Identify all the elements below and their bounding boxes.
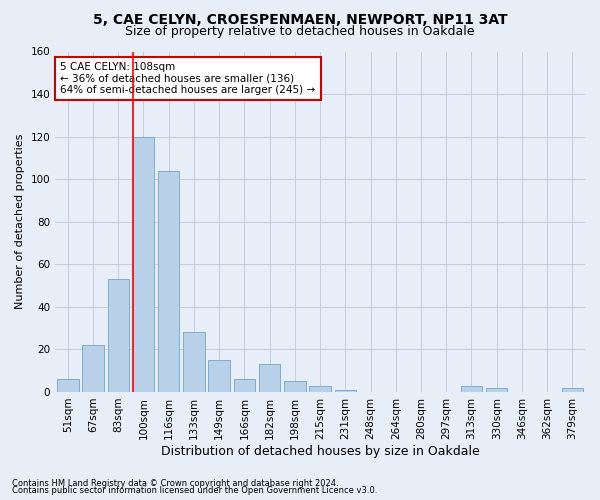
Bar — [233, 379, 255, 392]
Bar — [208, 360, 230, 392]
Bar — [107, 279, 129, 392]
Bar — [57, 379, 79, 392]
X-axis label: Distribution of detached houses by size in Oakdale: Distribution of detached houses by size … — [161, 444, 479, 458]
Bar — [486, 388, 508, 392]
Bar — [310, 386, 331, 392]
Text: Size of property relative to detached houses in Oakdale: Size of property relative to detached ho… — [125, 25, 475, 38]
Bar — [158, 170, 179, 392]
Bar — [335, 390, 356, 392]
Text: Contains HM Land Registry data © Crown copyright and database right 2024.: Contains HM Land Registry data © Crown c… — [12, 478, 338, 488]
Text: Contains public sector information licensed under the Open Government Licence v3: Contains public sector information licen… — [12, 486, 377, 495]
Bar — [133, 136, 154, 392]
Bar — [183, 332, 205, 392]
Y-axis label: Number of detached properties: Number of detached properties — [15, 134, 25, 310]
Text: 5 CAE CELYN: 108sqm
← 36% of detached houses are smaller (136)
64% of semi-detac: 5 CAE CELYN: 108sqm ← 36% of detached ho… — [61, 62, 316, 95]
Bar — [82, 345, 104, 392]
Bar — [259, 364, 280, 392]
Bar — [461, 386, 482, 392]
Text: 5, CAE CELYN, CROESPENMAEN, NEWPORT, NP11 3AT: 5, CAE CELYN, CROESPENMAEN, NEWPORT, NP1… — [92, 12, 508, 26]
Bar — [284, 382, 305, 392]
Bar — [562, 388, 583, 392]
